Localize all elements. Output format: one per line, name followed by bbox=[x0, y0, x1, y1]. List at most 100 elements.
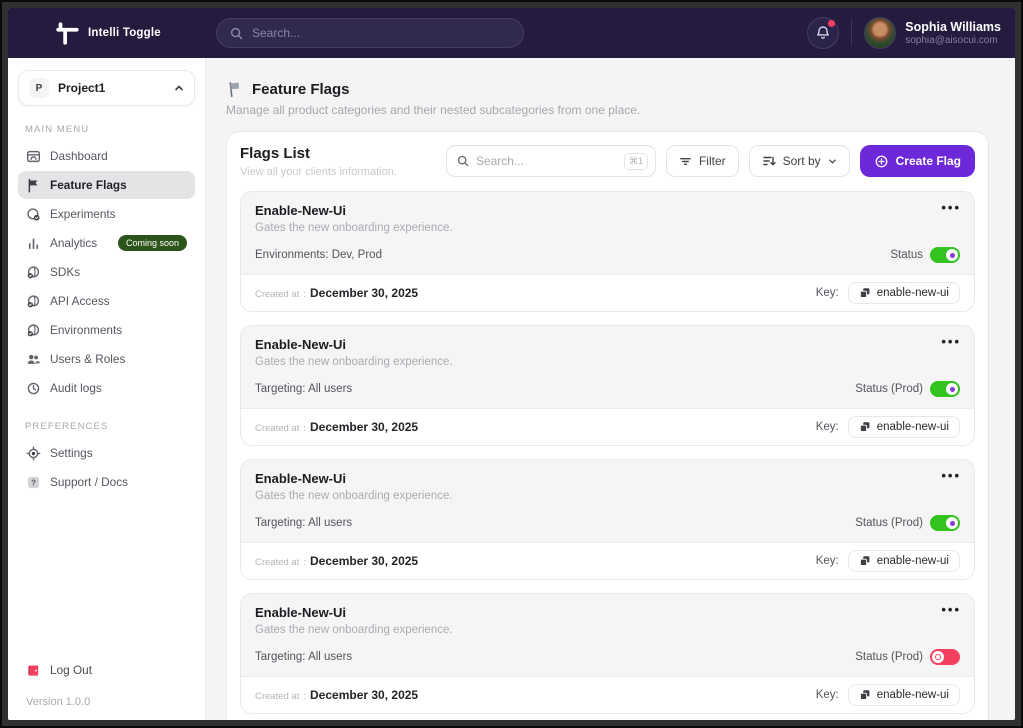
flag-name: Enable-New-Ui bbox=[255, 337, 347, 352]
search-icon bbox=[229, 26, 244, 41]
app-root: Intelli Toggle bbox=[8, 8, 1015, 720]
flag-meta: Targeting: All users bbox=[255, 383, 353, 395]
user-email: sophia@aisocui.com bbox=[905, 35, 998, 47]
sort-by-button[interactable]: Sort by bbox=[748, 145, 850, 177]
flag-key-chip[interactable]: enable-new-ui bbox=[847, 416, 960, 438]
key-label: Key: bbox=[815, 287, 839, 299]
flag-key-chip[interactable]: enable-new-ui bbox=[847, 282, 960, 304]
status-label: Status bbox=[890, 249, 923, 261]
sidebar-item-environments[interactable]: Environments bbox=[18, 316, 195, 344]
analytics-icon bbox=[26, 236, 41, 251]
settings-gear-icon bbox=[26, 446, 41, 461]
flag-key-chip[interactable]: enable-new-ui bbox=[847, 684, 960, 706]
search-icon bbox=[456, 154, 470, 168]
sidebar-item-label: SDKs bbox=[50, 265, 81, 279]
logout-label: Log Out bbox=[50, 663, 92, 677]
flag-description: Gates the new onboarding experience. bbox=[255, 624, 453, 636]
notifications-button[interactable] bbox=[807, 17, 840, 49]
flag-meta: Targeting: All users bbox=[255, 651, 353, 663]
flag-description: Gates the new onboarding experience. bbox=[255, 222, 453, 234]
created-at-date: December 30, 2025 bbox=[310, 420, 419, 434]
flags-search[interactable]: ⌘1 bbox=[445, 145, 656, 177]
key-label: Key: bbox=[815, 421, 839, 433]
users-icon bbox=[26, 352, 41, 367]
flag-card: Enable-New-Ui Gates the new onboarding e… bbox=[240, 325, 975, 446]
preferences-label: PREFERENCES bbox=[25, 421, 109, 432]
status-toggle[interactable] bbox=[930, 247, 960, 263]
logout-button[interactable]: Log Out bbox=[18, 656, 195, 684]
sidebar-item-analytics[interactable]: Analytics Coming soon bbox=[18, 229, 195, 257]
notification-dot bbox=[828, 20, 836, 27]
global-search[interactable] bbox=[216, 18, 524, 48]
ellipsis-menu-icon[interactable]: ••• bbox=[941, 200, 961, 215]
flag-key: enable-new-ui bbox=[876, 287, 949, 299]
panel-title: Flags List bbox=[240, 145, 311, 162]
key-label: Key: bbox=[815, 689, 839, 701]
main-menu-label: MAIN MENU bbox=[25, 124, 90, 135]
page-flag-icon bbox=[226, 80, 244, 98]
flag-meta: Environments: Dev, Prod bbox=[255, 249, 382, 261]
filter-button[interactable]: Filter bbox=[665, 145, 739, 177]
sidebar-item-label: Dashboard bbox=[50, 149, 108, 163]
flag-card: Enable-New-Ui Gates the new onboarding e… bbox=[240, 459, 975, 580]
sidebar-item-label: Experiments bbox=[50, 207, 116, 221]
created-at-date: December 30, 2025 bbox=[310, 688, 419, 702]
status-label: Status (Prod) bbox=[855, 517, 923, 529]
status-toggle[interactable] bbox=[930, 649, 960, 665]
status-toggle[interactable] bbox=[930, 515, 960, 531]
environments-icon bbox=[26, 323, 41, 338]
page-title: Feature Flags bbox=[252, 80, 350, 98]
dashboard-icon bbox=[26, 149, 41, 164]
sidebar-item-experiments[interactable]: Experiments bbox=[18, 200, 195, 228]
flag-name: Enable-New-Ui bbox=[255, 471, 347, 486]
created-at-label: Created at bbox=[255, 557, 300, 568]
sidebar-item-dashboard[interactable]: Dashboard bbox=[18, 142, 195, 170]
brand-name: Intelli Toggle bbox=[88, 27, 161, 39]
plus-circle-icon bbox=[874, 154, 889, 169]
sidebar-item-support-docs[interactable]: ? Support / Docs bbox=[18, 468, 195, 496]
flag-key: enable-new-ui bbox=[876, 555, 949, 567]
user-meta: Sophia Williams sophia@aisocui.com bbox=[905, 20, 1001, 47]
global-search-input[interactable] bbox=[252, 26, 511, 40]
page-subtitle: Manage all product categories and their … bbox=[226, 103, 641, 117]
sidebar-item-label: Settings bbox=[50, 446, 93, 460]
sidebar-item-audit-logs[interactable]: Audit logs bbox=[18, 374, 195, 402]
status-label: Status (Prod) bbox=[855, 383, 923, 395]
user-profile[interactable]: Sophia Williams sophia@aisocui.com bbox=[864, 17, 1001, 49]
sidebar-item-label: Users & Roles bbox=[50, 352, 126, 366]
copy-icon bbox=[859, 421, 871, 433]
create-flag-label: Create Flag bbox=[895, 154, 961, 168]
sort-icon bbox=[762, 154, 776, 168]
intelli-toggle-logo-icon bbox=[54, 20, 80, 46]
sidebar-item-api-access[interactable]: API Access bbox=[18, 287, 195, 315]
flag-icon bbox=[26, 178, 41, 193]
question-mark-icon: ? bbox=[26, 475, 41, 490]
filter-icon bbox=[679, 155, 692, 168]
sidebar-item-sdks[interactable]: SDKs bbox=[18, 258, 195, 286]
sidebar-item-feature-flags[interactable]: Feature Flags bbox=[18, 171, 195, 199]
filter-label: Filter bbox=[698, 154, 726, 168]
flag-description: Gates the new onboarding experience. bbox=[255, 490, 453, 502]
flags-panel: Flags List View all your clients informa… bbox=[226, 131, 989, 720]
key-label: Key: bbox=[815, 555, 839, 567]
sort-label: Sort by bbox=[782, 154, 821, 168]
sidebar-spacer bbox=[18, 497, 195, 656]
sidebar: P Project1 MAIN MENU Dashboard bbox=[8, 58, 206, 720]
header-divider bbox=[851, 20, 853, 46]
coming-soon-badge: Coming soon bbox=[117, 235, 187, 251]
project-selector[interactable]: P Project1 bbox=[18, 70, 195, 106]
flags-search-input[interactable] bbox=[475, 154, 618, 168]
ellipsis-menu-icon[interactable]: ••• bbox=[941, 602, 961, 617]
ellipsis-menu-icon[interactable]: ••• bbox=[941, 468, 961, 483]
version-text: Version 1.0.0 bbox=[26, 696, 91, 708]
search-shortcut-badge: ⌘1 bbox=[623, 152, 648, 170]
sidebar-item-settings[interactable]: Settings bbox=[18, 439, 195, 467]
flag-key-chip[interactable]: enable-new-ui bbox=[847, 550, 960, 572]
create-flag-button[interactable]: Create Flag bbox=[859, 145, 975, 177]
flag-card: Enable-New-Ui Gates the new onboarding e… bbox=[240, 593, 975, 714]
ellipsis-menu-icon[interactable]: ••• bbox=[941, 334, 961, 349]
status-toggle[interactable] bbox=[930, 381, 960, 397]
sidebar-item-label: Support / Docs bbox=[50, 475, 129, 489]
sidebar-item-users-roles[interactable]: Users & Roles bbox=[18, 345, 195, 373]
